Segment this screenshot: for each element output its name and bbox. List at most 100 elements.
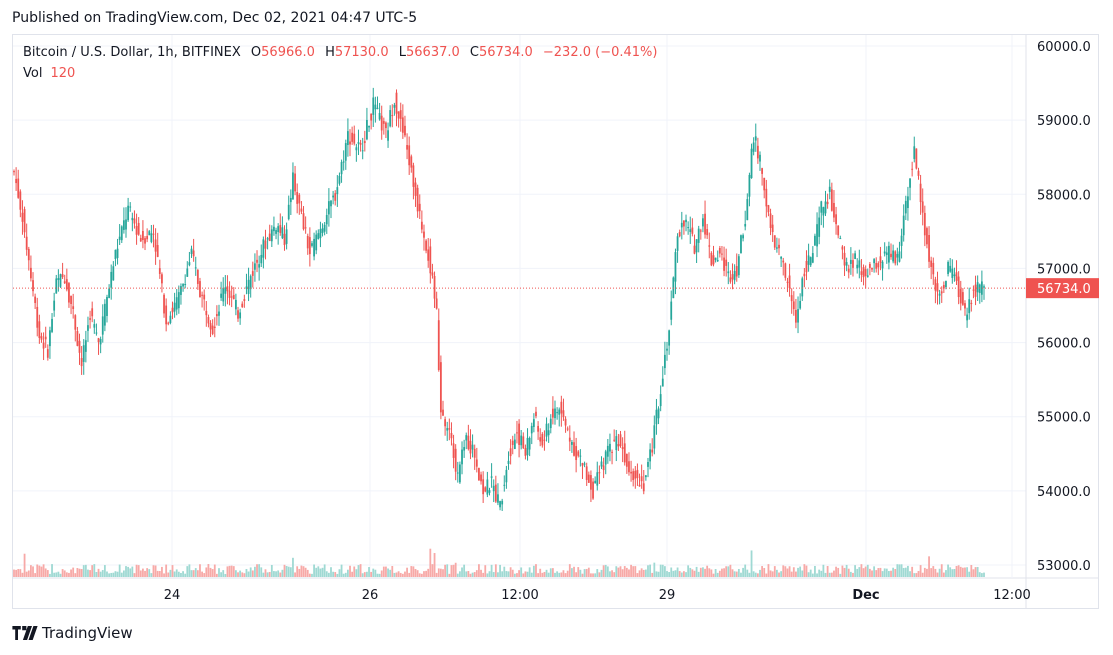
candle-body xyxy=(465,435,468,441)
volume-bar xyxy=(435,572,438,577)
candle-body xyxy=(689,229,692,232)
volume-bar xyxy=(845,564,848,577)
candle-body xyxy=(110,271,113,288)
volume-bar xyxy=(892,567,895,577)
candle-body xyxy=(792,301,795,310)
candle-body xyxy=(103,303,106,326)
volume-bar xyxy=(463,564,466,577)
volume-bar xyxy=(630,564,632,577)
volume-bar xyxy=(795,571,797,577)
candle-body xyxy=(936,283,939,292)
volume-bar xyxy=(127,566,130,577)
volume-bar xyxy=(450,565,453,577)
volume-bar xyxy=(313,564,315,577)
candle-body xyxy=(393,104,396,108)
footer-brand[interactable]: TradingView xyxy=(12,624,133,642)
candle-body xyxy=(822,207,825,216)
volume-bar xyxy=(49,573,51,577)
candle-body xyxy=(463,447,466,451)
candle-body xyxy=(919,183,922,203)
volume-bar xyxy=(40,566,43,577)
chart-frame[interactable] xyxy=(12,34,1099,609)
candle-body xyxy=(598,472,601,474)
candle-body xyxy=(289,197,292,203)
volume-bar xyxy=(51,564,53,577)
candle-body xyxy=(786,281,789,283)
volume-bar xyxy=(469,573,472,577)
candle-body xyxy=(902,215,905,236)
ohlc-legend: Bitcoin / U.S. Dollar, 1h, BITFINEX O569… xyxy=(23,45,657,60)
candle-body xyxy=(49,330,51,347)
volume-bar xyxy=(898,564,901,577)
candle-body xyxy=(410,156,413,168)
volume-bar xyxy=(723,568,725,577)
candle-body xyxy=(406,145,408,150)
candle-body xyxy=(201,294,203,296)
volume-bar xyxy=(621,569,624,577)
candle-body xyxy=(427,249,430,261)
volume-bar xyxy=(638,570,641,577)
volume-bar xyxy=(697,571,700,577)
candle-body xyxy=(564,418,567,426)
volume-bar xyxy=(260,567,263,577)
volume-bar xyxy=(323,564,326,577)
candle-body xyxy=(91,308,94,317)
volume-bar xyxy=(577,567,580,577)
volume-bar xyxy=(342,573,345,577)
volume-bar xyxy=(241,572,244,577)
candle-body xyxy=(579,455,582,457)
candle-body xyxy=(349,141,351,145)
volume-bar xyxy=(799,566,802,577)
candle-body xyxy=(545,423,548,437)
volume-bar xyxy=(289,567,292,577)
candle-body xyxy=(448,428,451,430)
volume-bar xyxy=(308,573,311,577)
volume-bar xyxy=(311,573,313,577)
volume-bar xyxy=(890,570,892,577)
open-label: O xyxy=(250,45,262,60)
candle-body xyxy=(837,225,840,236)
candle-body xyxy=(959,289,962,304)
volume-bar xyxy=(921,572,924,577)
volume-bar xyxy=(761,566,764,577)
candle-body xyxy=(883,251,886,254)
volume-bar xyxy=(773,566,776,577)
volume-bar xyxy=(644,569,647,577)
candle-body xyxy=(970,302,973,305)
y-tick-label: 54000.0 xyxy=(1037,485,1091,500)
candle-body xyxy=(828,186,831,192)
volume-bar xyxy=(84,564,87,577)
volume-bar xyxy=(404,571,406,577)
volume-bar xyxy=(837,567,840,577)
volume-bar xyxy=(65,572,68,577)
candle-body xyxy=(70,295,72,305)
candle-body xyxy=(556,412,559,414)
candle-body xyxy=(158,268,161,274)
candle-body xyxy=(541,433,544,446)
volume-bar xyxy=(820,570,823,577)
candle-body xyxy=(560,401,563,414)
volume-bar xyxy=(452,564,455,577)
volume-bar xyxy=(446,564,449,577)
volume-bar xyxy=(300,565,303,577)
volume-bar xyxy=(213,564,216,577)
candle-body xyxy=(877,263,880,268)
volume-bar xyxy=(205,567,208,577)
volume-bar xyxy=(858,567,861,577)
candle-body xyxy=(285,229,288,244)
volume-bar xyxy=(118,564,121,577)
volume-bar xyxy=(95,571,98,577)
volume-bar xyxy=(325,571,328,577)
volume-bar xyxy=(742,567,744,577)
volume-bar xyxy=(909,571,911,577)
volume-bar xyxy=(642,569,645,577)
candle-body xyxy=(262,239,265,258)
candle-body xyxy=(82,345,85,362)
candle-body xyxy=(61,274,64,278)
volume-bar xyxy=(243,573,246,577)
candle-body xyxy=(799,301,802,309)
candle-body xyxy=(710,252,713,266)
candle-body xyxy=(46,349,49,358)
candle-body xyxy=(374,104,377,110)
